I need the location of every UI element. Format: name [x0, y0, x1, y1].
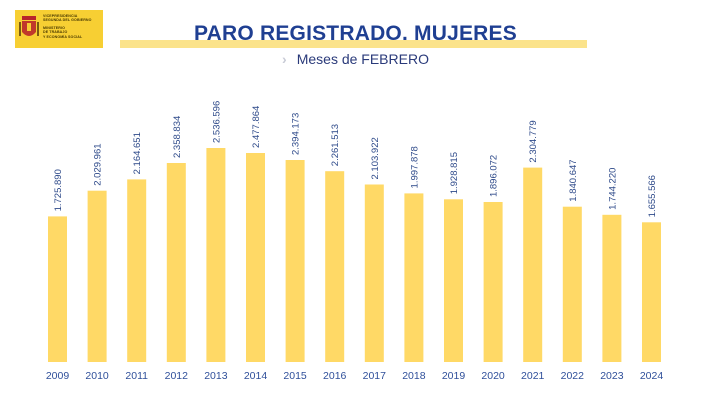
x-tick-2010: 2010: [85, 370, 109, 382]
x-tick-2012: 2012: [165, 370, 189, 382]
x-tick-2023: 2023: [600, 370, 624, 382]
data-label-2020: 1.896.072: [489, 155, 500, 197]
x-tick-2013: 2013: [204, 370, 228, 382]
bar-2020: [483, 202, 503, 362]
logo-line: VICEPRESIDENCIA: [43, 14, 78, 18]
data-label-2013: 2.536.596: [211, 101, 222, 143]
bar-2016: [325, 171, 345, 362]
data-label-2016: 2.261.513: [330, 124, 341, 166]
bar-2018: [404, 193, 424, 362]
x-tick-2018: 2018: [402, 370, 426, 382]
logo-line: Y ECONOMÍA SOCIAL: [43, 34, 83, 39]
data-label-2024: 1.655.566: [647, 175, 658, 217]
chevron-right-icon: ›: [282, 51, 287, 67]
bar-2014: [246, 153, 265, 362]
data-label-2014: 2.477.864: [251, 106, 262, 148]
data-label-2017: 2.103.922: [370, 137, 381, 179]
bar-2019: [444, 199, 463, 362]
data-label-2019: 1.928.815: [449, 152, 460, 194]
bar-2011: [127, 179, 147, 362]
logo-line: DE TRABAJO: [43, 30, 68, 35]
logo-text: VICEPRESIDENCIA SEGUNDA DEL GOBIERNO MIN…: [43, 14, 92, 39]
data-label-2021: 2.304.779: [528, 120, 539, 162]
x-tick-2014: 2014: [244, 370, 268, 382]
data-label-2015: 2.394.173: [291, 113, 302, 155]
x-tick-2022: 2022: [561, 370, 585, 382]
coat-of-arms-icon: [19, 16, 39, 36]
bar-2021: [523, 167, 543, 362]
bar-2009: [48, 216, 67, 362]
chart-subtitle: Meses de FEBRERO: [296, 51, 429, 67]
chart-title: PARO REGISTRADO. MUJERES: [194, 22, 517, 45]
bar-2015: [285, 160, 305, 362]
data-label-2023: 1.744.220: [607, 168, 618, 210]
data-label-2011: 2.164.651: [132, 132, 143, 174]
government-logo: VICEPRESIDENCIA SEGUNDA DEL GOBIERNO MIN…: [15, 10, 103, 48]
x-tick-2015: 2015: [283, 370, 307, 382]
data-label-2009: 1.725.890: [53, 169, 64, 211]
data-label-2018: 1.997.878: [409, 146, 420, 188]
data-label-2010: 2.029.961: [93, 143, 104, 185]
logo-line: SEGUNDA DEL GOBIERNO: [43, 18, 92, 23]
x-tick-2020: 2020: [481, 370, 505, 382]
bar-2024: [642, 222, 661, 362]
logo-line: MINISTERIO: [43, 25, 65, 30]
data-label-2022: 1.840.647: [568, 159, 579, 201]
title-underline-band: [120, 40, 587, 48]
chart-subtitle-row: › Meses de FEBRERO: [0, 51, 711, 67]
bar-2012: [166, 163, 186, 362]
x-tick-2024: 2024: [640, 370, 664, 382]
bar-2017: [364, 184, 384, 362]
bar-2013: [206, 148, 226, 362]
x-tick-2021: 2021: [521, 370, 545, 382]
x-tick-2016: 2016: [323, 370, 347, 382]
x-tick-2017: 2017: [363, 370, 387, 382]
data-label-2012: 2.358.834: [172, 116, 183, 158]
x-tick-2019: 2019: [442, 370, 466, 382]
bar-2022: [562, 206, 582, 362]
x-tick-2009: 2009: [46, 370, 70, 382]
bar-2023: [602, 214, 622, 362]
x-tick-2011: 2011: [125, 370, 148, 382]
bar-2010: [87, 190, 107, 362]
